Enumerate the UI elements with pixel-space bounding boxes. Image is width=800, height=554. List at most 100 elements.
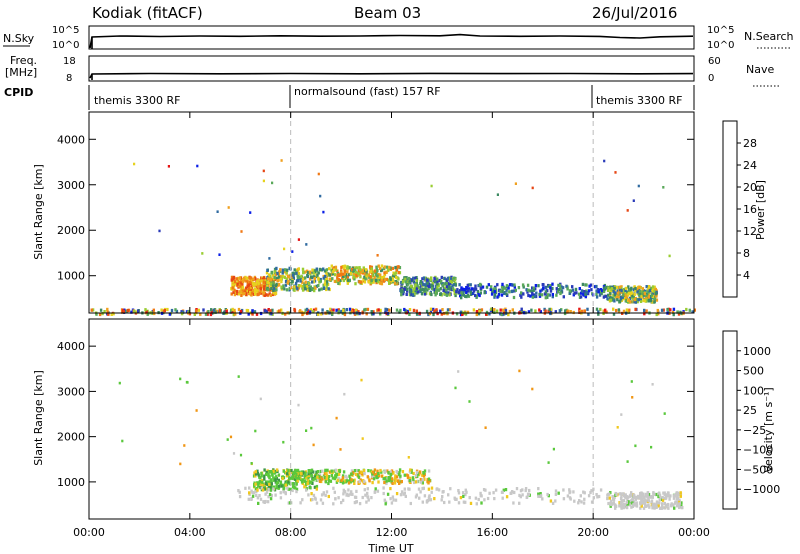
power-cell (304, 286, 307, 291)
power-cell (554, 310, 557, 314)
power-cell (624, 299, 627, 303)
velocity-cell (327, 477, 330, 481)
power-cell (362, 266, 365, 270)
power-cell (357, 272, 360, 276)
power-cell (522, 292, 525, 296)
velocity-cell (305, 488, 308, 492)
power-cell (301, 288, 305, 292)
power-cell (274, 268, 277, 272)
power-cell (431, 281, 434, 285)
velocity-cell (648, 505, 651, 509)
velocity-cell (362, 469, 366, 473)
power-cell (539, 289, 542, 293)
power-cell (162, 309, 165, 313)
velocity-cell (658, 493, 662, 497)
power-cell (272, 288, 275, 292)
power-cell (301, 277, 305, 281)
power-cell (297, 267, 300, 271)
velocity-cell (419, 490, 422, 494)
power-cell (609, 292, 612, 296)
velocity-cell (675, 491, 678, 495)
power-cell (307, 281, 310, 285)
velocity-cell (387, 471, 390, 475)
power-cell (428, 292, 432, 296)
power-cell (238, 280, 242, 285)
power-cell (296, 276, 300, 280)
power-cell (612, 289, 615, 294)
velocity-cell (421, 481, 424, 485)
power-cell (279, 268, 282, 272)
power-cell (531, 295, 535, 299)
power-cell (326, 280, 329, 284)
power-cell (314, 307, 318, 311)
power-cell (610, 287, 613, 292)
power-cell (386, 312, 390, 316)
power-cell (446, 308, 450, 312)
velocity-cell (254, 474, 257, 478)
power-cell (286, 274, 290, 278)
power-cell (667, 307, 671, 311)
velocity-cell (568, 488, 571, 492)
velocity-cell (310, 469, 313, 473)
velocity-cell (663, 412, 666, 415)
velocity-cell (290, 476, 293, 480)
velocity-cell (457, 489, 460, 493)
velocity-colorbar-tick-label: 25 (743, 404, 757, 417)
velocity-cell (295, 479, 298, 483)
power-cell (472, 308, 476, 312)
power-cell (341, 265, 344, 269)
power-cell (249, 280, 252, 284)
nave-tick-bottom: 0 (708, 73, 714, 84)
power-cell (653, 300, 656, 304)
velocity-cell (551, 501, 555, 505)
velocity-cell (413, 480, 416, 485)
power-cell (294, 281, 298, 285)
velocity-cell (622, 498, 626, 503)
power-cell (344, 273, 348, 277)
power-cell (548, 307, 551, 311)
velocity-cell (672, 496, 676, 500)
power-cell (133, 162, 136, 166)
power-cell (453, 276, 456, 280)
power-cell (639, 291, 642, 295)
velocity-cell (541, 497, 544, 501)
velocity-cell (274, 493, 277, 497)
velocity-cell (363, 480, 366, 484)
velocity-cell (333, 490, 336, 494)
velocity-cell (303, 476, 307, 480)
power-cell (204, 312, 208, 316)
velocity-cell (441, 495, 444, 499)
velocity-cell (645, 504, 648, 508)
power-cell (309, 275, 313, 279)
power-cell (112, 312, 115, 316)
power-cell (531, 290, 534, 294)
power-cell (671, 310, 675, 314)
power-cell (256, 289, 259, 293)
velocity-cell (427, 477, 431, 481)
power-cell (262, 291, 266, 295)
power-cell (258, 291, 262, 295)
power-cell (326, 272, 330, 276)
power-cell (586, 307, 589, 311)
power-cell (402, 287, 405, 291)
velocity-cell (636, 494, 640, 498)
velocity-cell (661, 502, 664, 506)
power-cell (233, 308, 236, 312)
power-cell (332, 308, 335, 312)
power-cell (144, 308, 147, 312)
power-cell (402, 290, 405, 294)
power-cell (660, 308, 664, 312)
velocity-cell (251, 494, 255, 498)
velocity-cell (677, 493, 680, 497)
power-cell (438, 278, 441, 283)
power-cell (647, 290, 650, 294)
velocity-cell (483, 498, 486, 502)
power-cell (312, 275, 315, 279)
velocity-cell (321, 469, 324, 473)
power-cell (647, 293, 650, 297)
power-cell (688, 308, 691, 312)
power-cell (384, 310, 387, 314)
power-cell (401, 289, 404, 293)
